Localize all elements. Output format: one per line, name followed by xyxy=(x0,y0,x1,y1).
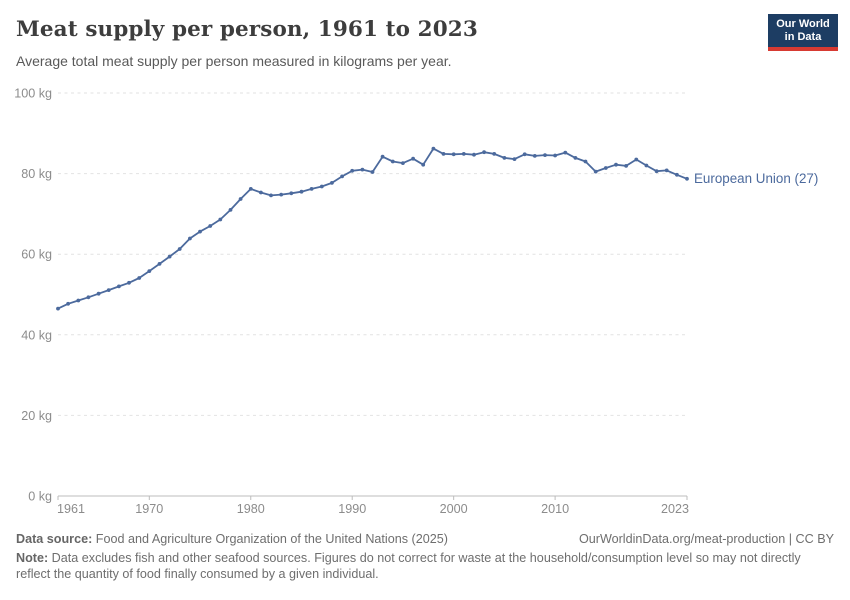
data-point[interactable] xyxy=(330,181,334,185)
data-point[interactable] xyxy=(228,208,233,212)
data-point[interactable] xyxy=(137,276,142,280)
x-tick-label: 1970 xyxy=(135,502,163,516)
data-point[interactable] xyxy=(532,154,537,158)
data-point[interactable] xyxy=(106,288,111,292)
data-point[interactable] xyxy=(360,167,365,172)
y-tick-label: 100 kg xyxy=(14,87,52,101)
data-point[interactable] xyxy=(543,153,547,158)
x-tick-label: 1961 xyxy=(57,502,85,516)
data-point[interactable] xyxy=(218,217,223,222)
data-point[interactable] xyxy=(309,187,314,191)
data-point[interactable] xyxy=(502,156,507,160)
data-point[interactable] xyxy=(522,152,527,157)
x-tick-label: 2000 xyxy=(440,502,468,516)
data-point[interactable] xyxy=(96,291,101,296)
data-point[interactable] xyxy=(411,156,415,161)
data-point[interactable] xyxy=(238,197,243,201)
y-tick-label: 80 kg xyxy=(21,167,52,181)
data-point[interactable] xyxy=(553,153,557,158)
data-point[interactable] xyxy=(370,170,375,174)
data-point[interactable] xyxy=(482,150,486,155)
data-point[interactable] xyxy=(66,301,70,306)
data-point[interactable] xyxy=(644,163,649,168)
data-point[interactable] xyxy=(167,254,172,259)
footer-source-row: Data source: Food and Agriculture Organi… xyxy=(16,532,834,546)
data-point[interactable] xyxy=(441,152,446,156)
data-point[interactable] xyxy=(472,152,476,157)
owid-logo[interactable]: Our World in Data xyxy=(768,14,838,51)
data-point[interactable] xyxy=(340,174,344,179)
data-point[interactable] xyxy=(117,284,121,289)
footer-links: OurWorldinData.org/meat-production | CC … xyxy=(579,532,834,546)
data-point[interactable] xyxy=(614,162,618,167)
data-point[interactable] xyxy=(563,150,568,155)
data-point[interactable] xyxy=(512,157,517,162)
data-point[interactable] xyxy=(654,169,659,174)
data-point[interactable] xyxy=(461,152,466,156)
note-label: Note: xyxy=(16,551,49,565)
data-point[interactable] xyxy=(177,247,182,251)
data-point[interactable] xyxy=(380,154,385,159)
data-point[interactable] xyxy=(299,189,304,194)
y-tick-label: 60 kg xyxy=(21,248,52,262)
data-point[interactable] xyxy=(208,224,213,228)
data-point[interactable] xyxy=(86,295,91,300)
data-point[interactable] xyxy=(634,157,639,162)
data-point[interactable] xyxy=(198,229,202,234)
y-tick-label: 40 kg xyxy=(21,328,52,342)
series-end-label: European Union (27) xyxy=(694,171,818,186)
data-point[interactable] xyxy=(279,192,284,197)
data-point[interactable] xyxy=(350,168,355,173)
y-tick-label: 20 kg xyxy=(21,409,52,423)
data-point[interactable] xyxy=(401,161,405,166)
data-point[interactable] xyxy=(593,169,598,174)
data-point[interactable] xyxy=(421,162,426,167)
x-tick-label: 2010 xyxy=(541,502,569,516)
data-point[interactable] xyxy=(664,168,669,173)
data-point[interactable] xyxy=(603,166,608,170)
owid-logo-line1: Our World xyxy=(776,18,830,30)
data-source-text: Data source: Food and Agriculture Organi… xyxy=(16,532,448,546)
x-tick-label: 1990 xyxy=(338,502,366,516)
data-point[interactable] xyxy=(248,187,253,191)
data-point[interactable] xyxy=(573,156,578,160)
data-point[interactable] xyxy=(188,236,192,241)
page-subtitle: Average total meat supply per person mea… xyxy=(16,53,452,69)
note-text: Data excludes fish and other seafood sou… xyxy=(16,551,801,581)
data-point[interactable] xyxy=(76,298,81,303)
footer-separator: | xyxy=(785,532,796,546)
x-tick-label: 2023 xyxy=(661,502,689,516)
owid-logo-line2: in Data xyxy=(784,30,822,43)
data-source-label: Data source: xyxy=(16,532,93,546)
data-point[interactable] xyxy=(56,306,60,311)
footer-note: Note: Data excludes fish and other seafo… xyxy=(16,551,834,582)
x-tick-label: 1980 xyxy=(237,502,265,516)
y-tick-label: 0 kg xyxy=(28,490,52,504)
data-point[interactable] xyxy=(675,172,679,177)
data-point[interactable] xyxy=(269,193,273,198)
data-point[interactable] xyxy=(289,191,294,196)
data-point[interactable] xyxy=(259,190,263,195)
data-point[interactable] xyxy=(492,152,497,156)
data-point[interactable] xyxy=(431,146,436,151)
owid-url-link[interactable]: OurWorldinData.org/meat-production xyxy=(578,532,786,546)
data-point[interactable] xyxy=(319,184,324,189)
data-point[interactable] xyxy=(127,280,131,285)
data-point[interactable] xyxy=(624,164,628,168)
page-title: Meat supply per person, 1961 to 2023 xyxy=(16,17,478,42)
data-point[interactable] xyxy=(451,152,456,157)
cc-by-link[interactable]: CC BY xyxy=(795,532,835,546)
data-source-value: Food and Agriculture Organization of the… xyxy=(92,532,448,546)
data-point[interactable] xyxy=(583,159,588,164)
data-point[interactable] xyxy=(147,269,152,273)
data-point[interactable] xyxy=(685,176,689,181)
data-point[interactable] xyxy=(390,159,395,164)
data-point[interactable] xyxy=(157,262,162,266)
